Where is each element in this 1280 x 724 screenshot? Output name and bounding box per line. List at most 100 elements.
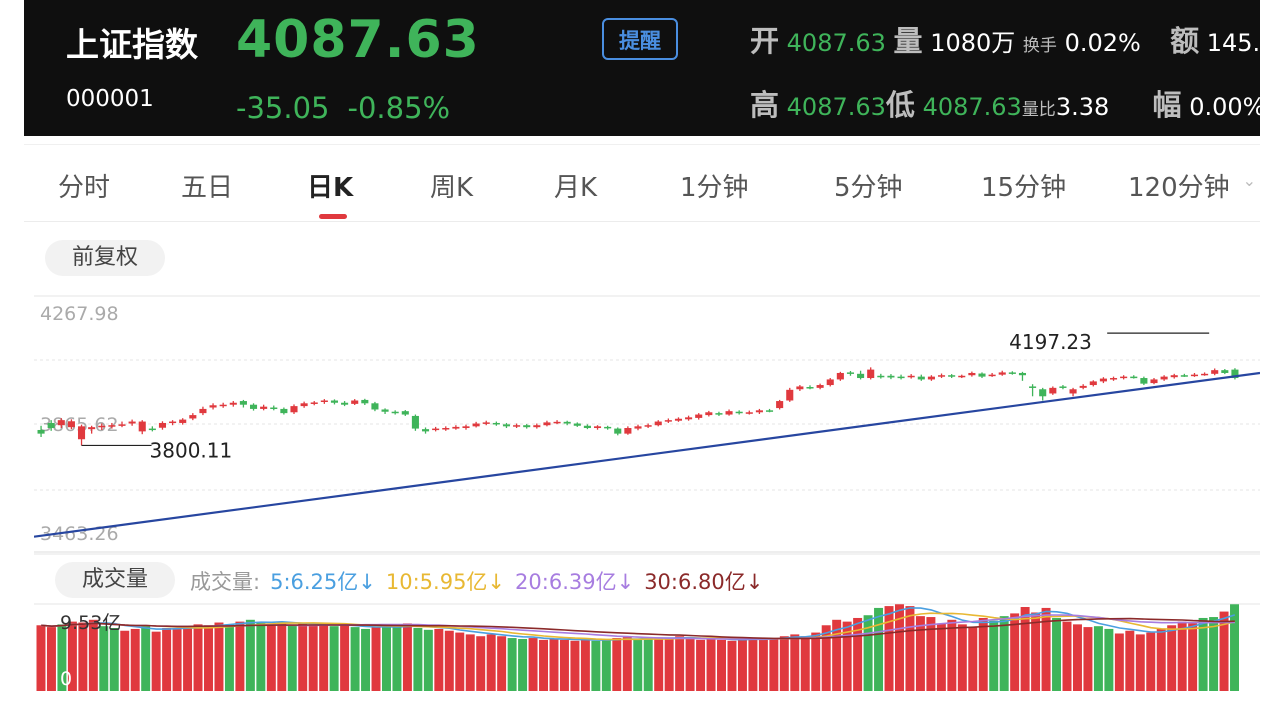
candle-body [523,425,531,428]
candle-body [98,425,106,428]
kline-chart[interactable]: 4267.983865.623463.264197.233800.119.53亿… [34,294,1260,698]
candle-body [654,421,662,426]
y-axis-label: 4267.98 [40,303,119,325]
alert-button[interactable]: 提醒 [602,18,678,60]
volume-bar [413,628,423,691]
candle-body [988,374,996,377]
candle-body [57,420,65,426]
volume-bar [528,638,538,691]
candle-body [1008,372,1016,374]
volume-bar [936,623,946,691]
tab-1-minute[interactable]: 1分钟 [680,173,749,203]
volume-bar [266,623,276,691]
volume-bar [727,640,737,691]
volume-bar [863,615,873,691]
volume-bar [193,624,203,691]
candle-body [1109,378,1118,380]
y-axis-label: 3865.62 [40,414,119,436]
candle-body [573,423,581,426]
volume-bar [371,627,381,691]
candle-body [421,429,430,432]
candle-body [341,402,349,405]
volume-bar [549,638,559,691]
volume-bar [1125,630,1135,691]
candle-body [927,376,935,380]
volume-bar [978,617,988,691]
candle-body [705,412,713,416]
candle-body [452,426,460,429]
volume-label-button[interactable]: 成交量 [55,562,175,598]
candle-body [199,408,207,414]
volume-bar [350,627,360,691]
candle-body [1190,374,1199,377]
volume-bar [1093,626,1103,691]
candle-body [67,421,75,428]
candle-body [735,411,743,414]
candle-body [685,417,693,420]
candle-body [1049,387,1057,394]
candle-body [836,372,844,380]
volume-bar [601,639,611,691]
volume-bar [1020,607,1030,691]
change-value: -35.05 [236,91,330,125]
candle-body [88,427,96,430]
volume-bar [643,638,653,691]
candle-body [998,372,1006,375]
volume-bar [884,606,894,691]
stats-row-2: 高 4087.63低 4087.63量比3.38 幅 0.00% [750,82,1260,124]
ma10-legend: 10:5.95亿↓ [385,570,506,594]
active-tab-indicator [319,214,347,219]
volume-bar [539,639,549,691]
candle-body [563,421,571,424]
trend-line [34,371,1260,538]
volume-bar [361,628,371,691]
candle-body [867,369,875,379]
index-change: -35.05 -0.85% [236,91,468,125]
candle-body [219,404,227,407]
candle-body [179,419,187,423]
tab-weekly-k[interactable]: 周K [430,173,474,203]
candle-body [239,401,247,405]
ma20-legend: 20:6.39亿↓ [515,570,635,594]
volume-bar [622,637,632,691]
candle-body [786,389,794,401]
volume-bar [696,639,706,691]
tab-more-chevron-icon[interactable]: ⌄ [1242,171,1256,190]
candle-body [1120,376,1128,379]
volume-bar [1135,634,1145,691]
tab-15-minute[interactable]: 15分钟 [981,173,1067,203]
volume-bar [675,636,685,691]
volume-bar [1114,633,1124,691]
tab-5-minute[interactable]: 5分钟 [834,173,903,203]
volume-bar [245,619,255,691]
candle-body [826,379,834,386]
volume-bar [287,625,297,691]
tab-monthly-k[interactable]: 月K [554,173,598,203]
index-code: 000001 [66,86,154,112]
candle-body [391,411,399,414]
tab-120-minute[interactable]: 120分钟 [1128,173,1230,203]
candle-body [1140,378,1148,384]
candle-body [958,375,966,378]
tab-daily-k[interactable]: 日K [307,173,354,203]
candle-body [1018,372,1027,376]
tab-five-day[interactable]: 五日 [181,173,234,203]
candle-body [846,372,855,374]
amount-label: 额 [1170,24,1200,58]
volume-bar [141,626,151,691]
volume-bar [633,638,643,691]
candle-body [330,400,339,403]
adjust-button[interactable]: 前复权 [45,240,165,276]
tab-intraday[interactable]: 分时 [58,173,111,203]
candle-body [1059,386,1067,388]
volume-bar [1156,628,1166,691]
volume-bar [423,629,433,691]
candle-body [260,406,268,409]
candle-body [300,403,308,407]
volume-bar [235,621,245,691]
candle-body [593,426,602,429]
candle-body [118,424,126,426]
volume-bar [905,606,915,691]
volume-bar [434,628,444,691]
volume-bar [162,628,172,691]
